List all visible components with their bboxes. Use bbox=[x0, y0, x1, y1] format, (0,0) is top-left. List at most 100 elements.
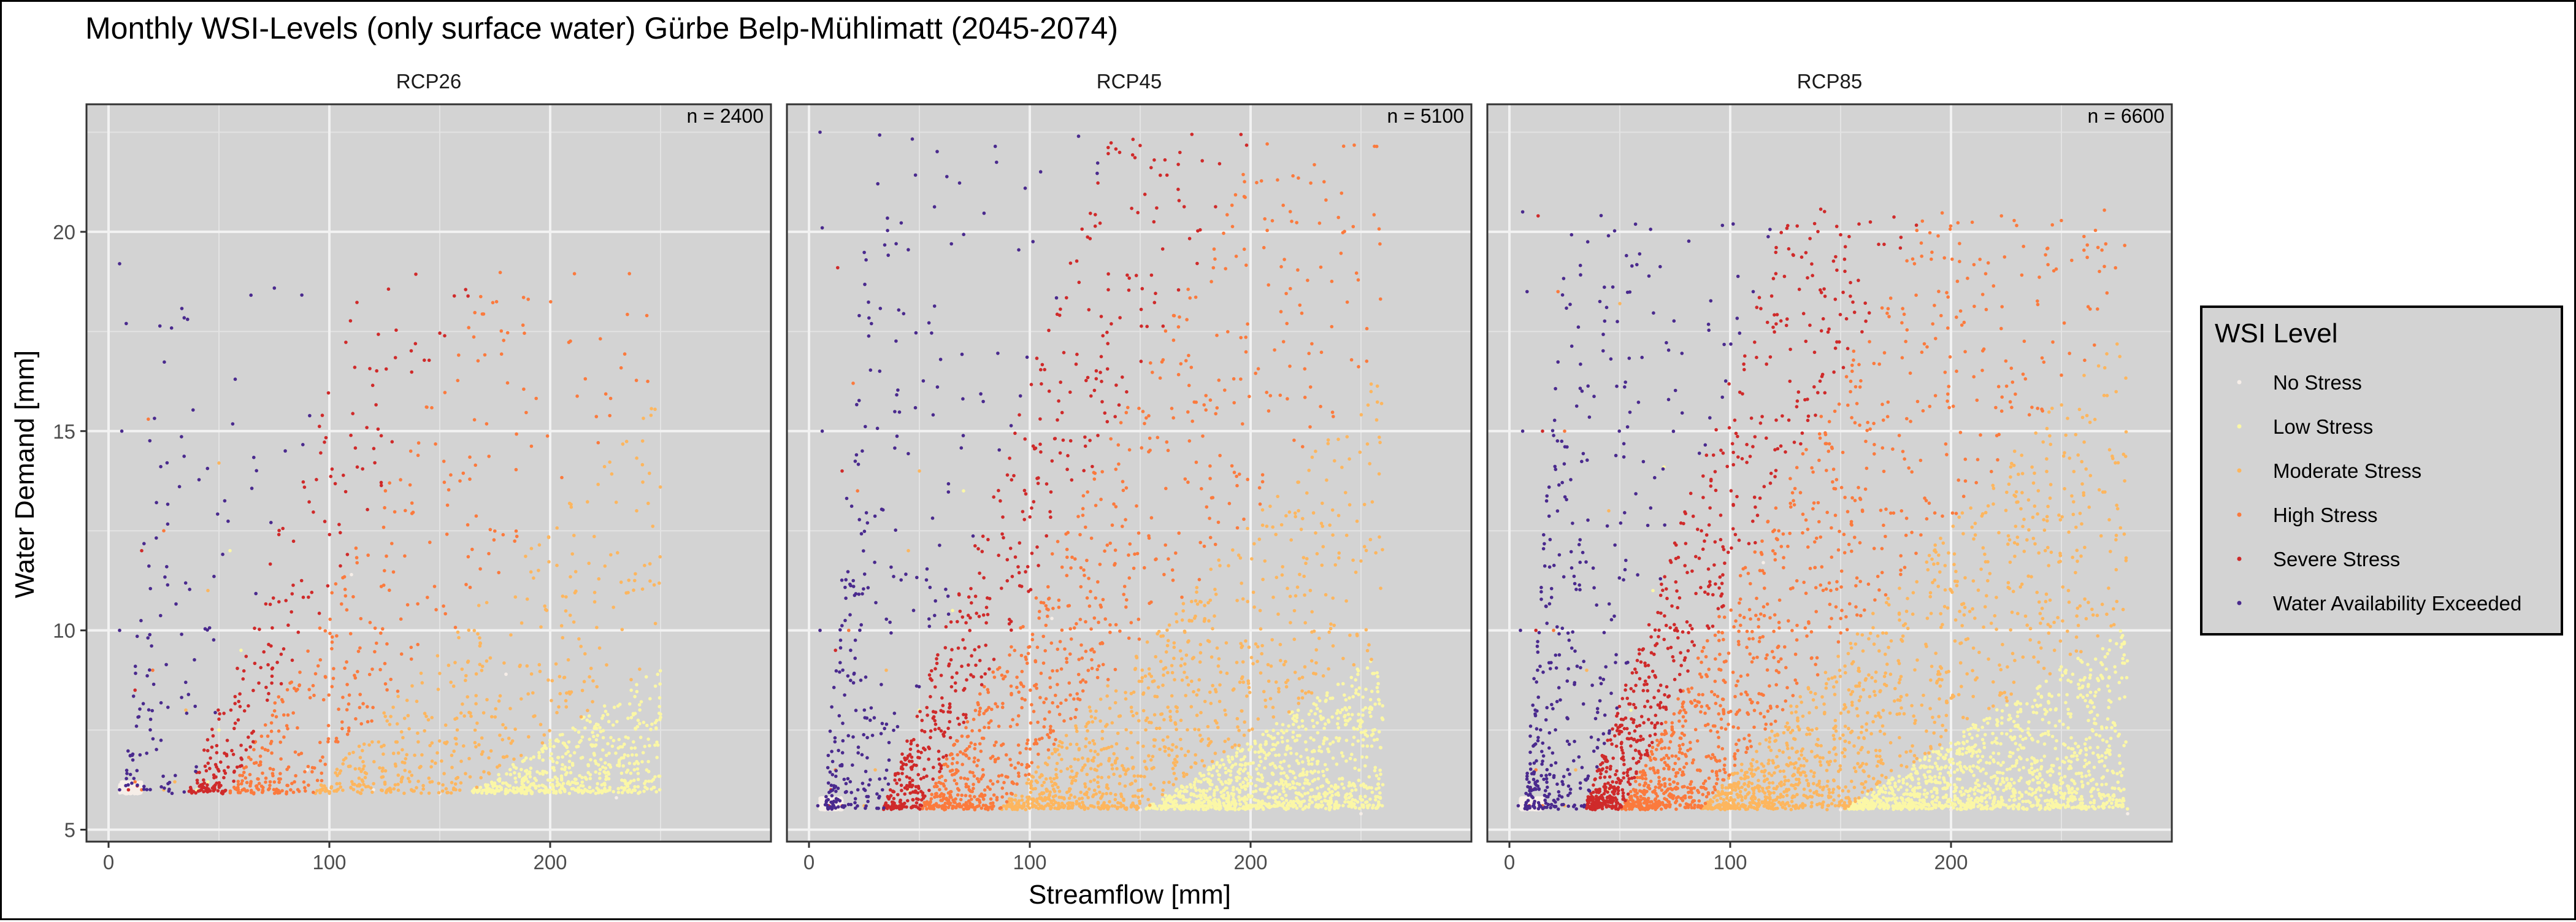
data-point bbox=[1152, 745, 1156, 748]
data-point bbox=[574, 570, 578, 574]
data-point bbox=[320, 772, 324, 775]
data-point bbox=[658, 682, 662, 686]
data-point bbox=[558, 692, 562, 696]
data-point bbox=[1203, 700, 1207, 704]
data-point bbox=[1308, 713, 1311, 716]
data-point bbox=[978, 742, 982, 746]
data-point bbox=[148, 668, 151, 672]
data-point bbox=[506, 381, 510, 385]
data-point bbox=[454, 742, 458, 746]
data-point bbox=[469, 586, 472, 590]
data-point bbox=[650, 407, 653, 410]
data-point bbox=[1245, 694, 1249, 698]
data-point bbox=[1055, 748, 1059, 752]
data-point bbox=[1185, 785, 1189, 789]
data-point bbox=[385, 688, 389, 692]
data-point bbox=[1130, 710, 1133, 713]
data-point bbox=[624, 591, 628, 595]
data-point bbox=[1324, 593, 1328, 597]
data-point bbox=[450, 781, 454, 785]
data-point bbox=[396, 690, 400, 693]
data-point bbox=[1114, 793, 1117, 797]
data-point bbox=[1101, 793, 1105, 796]
data-point bbox=[1257, 805, 1261, 809]
data-point bbox=[1376, 690, 1380, 694]
data-point bbox=[298, 683, 302, 687]
data-point bbox=[1029, 782, 1033, 786]
data-point bbox=[335, 774, 339, 777]
data-point bbox=[292, 540, 296, 544]
data-point bbox=[264, 686, 268, 690]
data-point bbox=[277, 533, 281, 537]
data-point bbox=[621, 442, 625, 446]
data-point bbox=[1313, 629, 1316, 633]
data-point bbox=[1057, 753, 1061, 756]
data-point bbox=[374, 626, 377, 630]
data-point bbox=[163, 786, 166, 790]
data-point bbox=[252, 792, 256, 796]
data-point bbox=[1187, 750, 1190, 753]
data-point bbox=[1338, 551, 1341, 555]
data-point bbox=[477, 743, 481, 747]
data-point bbox=[255, 469, 258, 473]
data-point bbox=[1153, 713, 1157, 716]
data-point bbox=[527, 735, 531, 739]
data-point bbox=[1295, 799, 1299, 803]
data-point bbox=[1262, 807, 1265, 811]
data-point bbox=[158, 325, 162, 328]
data-point bbox=[136, 635, 139, 639]
data-point bbox=[1260, 750, 1263, 753]
data-point bbox=[659, 485, 662, 489]
data-point bbox=[1171, 767, 1175, 770]
data-point bbox=[1366, 442, 1370, 446]
data-point bbox=[818, 797, 822, 801]
data-point bbox=[1225, 641, 1229, 645]
data-point bbox=[1172, 656, 1176, 660]
data-point bbox=[477, 359, 480, 363]
data-point bbox=[1300, 794, 1304, 798]
data-point bbox=[563, 743, 567, 747]
data-point bbox=[425, 405, 429, 409]
data-point bbox=[1301, 807, 1305, 811]
data-point bbox=[1350, 676, 1354, 680]
data-point bbox=[485, 659, 489, 663]
data-point bbox=[515, 529, 518, 533]
data-point bbox=[1248, 804, 1252, 807]
data-point bbox=[1369, 538, 1373, 542]
data-point bbox=[454, 626, 458, 629]
data-point bbox=[399, 617, 403, 621]
data-point bbox=[1371, 672, 1374, 675]
data-point bbox=[1088, 705, 1092, 709]
data-point bbox=[1162, 739, 1165, 742]
data-point bbox=[247, 704, 250, 708]
data-point bbox=[645, 787, 649, 791]
data-point bbox=[381, 753, 385, 756]
data-point bbox=[248, 745, 252, 749]
data-point bbox=[599, 337, 602, 341]
data-point bbox=[1175, 745, 1178, 749]
data-point bbox=[627, 578, 631, 582]
data-point bbox=[1306, 791, 1310, 795]
data-point bbox=[293, 780, 296, 784]
data-point bbox=[335, 788, 339, 792]
data-point bbox=[1040, 784, 1044, 788]
data-point bbox=[245, 781, 249, 785]
data-point bbox=[1106, 684, 1110, 688]
data-point bbox=[1259, 760, 1263, 764]
data-point bbox=[239, 756, 243, 760]
data-point bbox=[381, 627, 385, 631]
data-point bbox=[303, 770, 307, 774]
data-point bbox=[1252, 591, 1255, 594]
data-point bbox=[656, 673, 660, 677]
data-point bbox=[1199, 711, 1203, 715]
data-point bbox=[307, 688, 311, 691]
data-point bbox=[1327, 718, 1330, 722]
data-point bbox=[434, 761, 437, 765]
data-point bbox=[983, 788, 987, 792]
data-point bbox=[459, 781, 463, 785]
data-point bbox=[238, 692, 242, 696]
data-point bbox=[1150, 767, 1154, 770]
data-point bbox=[1206, 639, 1210, 643]
data-point bbox=[1216, 726, 1220, 729]
